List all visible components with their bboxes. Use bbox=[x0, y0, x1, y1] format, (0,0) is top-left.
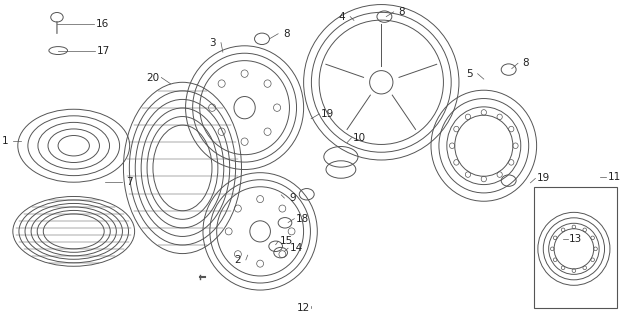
Text: 2: 2 bbox=[234, 255, 241, 265]
Text: 5: 5 bbox=[466, 69, 473, 79]
Text: 19: 19 bbox=[537, 173, 550, 183]
Text: 15: 15 bbox=[279, 236, 293, 246]
Text: 8: 8 bbox=[399, 7, 405, 17]
Text: 11: 11 bbox=[608, 172, 621, 182]
Text: 12: 12 bbox=[296, 303, 309, 314]
Text: 13: 13 bbox=[569, 234, 582, 244]
Text: 1: 1 bbox=[2, 136, 9, 146]
Text: 16: 16 bbox=[96, 19, 109, 28]
Text: 3: 3 bbox=[209, 38, 216, 48]
Text: 9: 9 bbox=[289, 193, 296, 203]
Text: 10: 10 bbox=[353, 133, 366, 143]
Text: 19: 19 bbox=[321, 109, 334, 119]
Text: 4: 4 bbox=[339, 12, 346, 22]
Text: 8: 8 bbox=[522, 58, 529, 68]
Text: 17: 17 bbox=[97, 45, 110, 56]
Text: 8: 8 bbox=[283, 29, 289, 39]
Bar bbox=[534, 187, 618, 308]
Text: 18: 18 bbox=[296, 214, 309, 224]
Text: 7: 7 bbox=[126, 177, 133, 187]
Text: 14: 14 bbox=[289, 243, 302, 253]
Text: 20: 20 bbox=[147, 73, 160, 83]
